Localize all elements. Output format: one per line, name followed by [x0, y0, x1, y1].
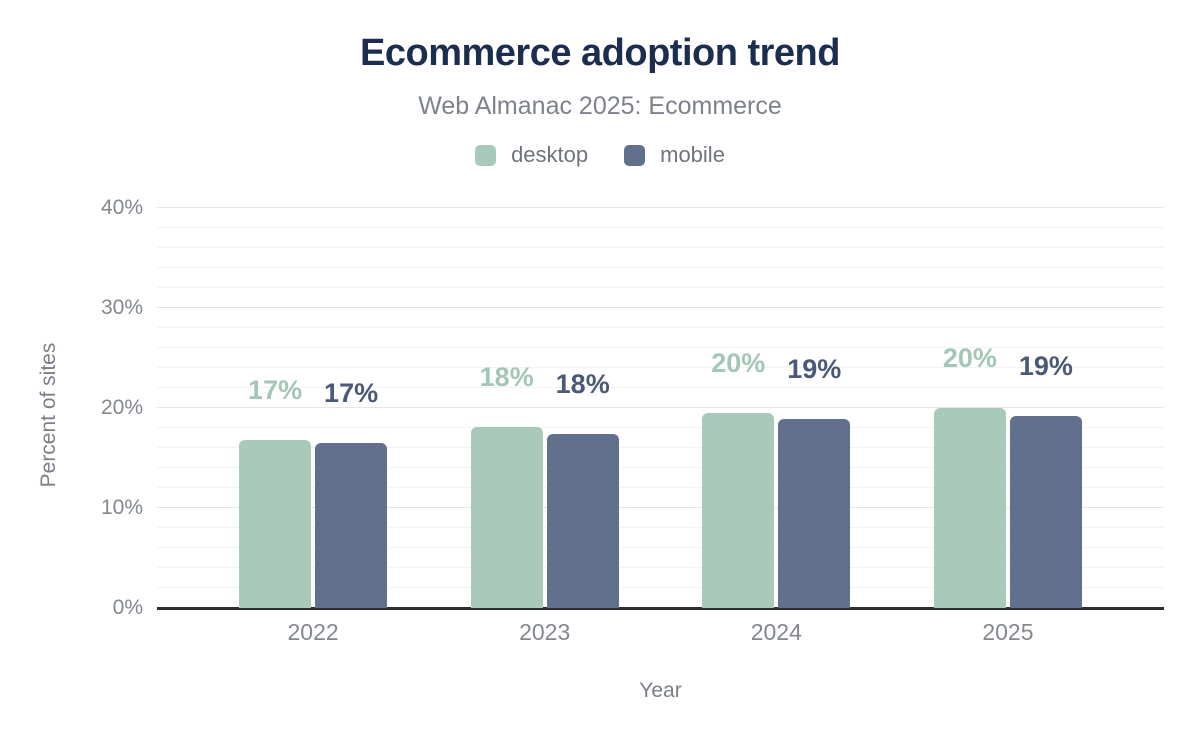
legend-label-desktop: desktop: [511, 142, 589, 167]
bar-mobile-2025[interactable]: [1009, 416, 1082, 608]
minor-gridline: [157, 487, 1164, 488]
minor-gridline: [157, 387, 1164, 388]
x-axis-tick-label-2025: 2025: [982, 619, 1034, 645]
bar-value-label-desktop-2023: 18%: [479, 362, 534, 392]
minor-gridline: [157, 427, 1164, 428]
x-axis-tick-label-2023: 2023: [519, 619, 571, 645]
bar-value-label-desktop-2024: 20%: [711, 348, 766, 378]
legend-item-mobile[interactable]: mobile: [624, 142, 725, 168]
bar-value-label-mobile-2022: 17%: [324, 378, 379, 408]
bar-mobile-2024[interactable]: [778, 419, 851, 608]
minor-gridline: [157, 567, 1164, 568]
bar-mobile-2023[interactable]: [546, 434, 619, 608]
legend: desktop mobile: [0, 142, 1200, 168]
major-gridline: [157, 307, 1164, 308]
y-axis-tick-label: 30%: [100, 296, 143, 319]
minor-gridline: [157, 367, 1164, 368]
minor-gridline: [157, 447, 1164, 448]
minor-gridline: [157, 347, 1164, 348]
minor-gridline: [157, 247, 1164, 248]
bar-value-label-desktop-2025: 20%: [942, 343, 997, 373]
y-axis-tick-label: 0%: [112, 596, 143, 619]
bar-desktop-2023[interactable]: [470, 427, 543, 608]
minor-gridline: [157, 547, 1164, 548]
bar-value-label-mobile-2024: 19%: [787, 354, 842, 384]
bar-value-label-mobile-2023: 18%: [555, 369, 610, 399]
bar-desktop-2025[interactable]: [933, 408, 1006, 608]
minor-gridline: [157, 587, 1164, 588]
mobile-series-swatch-icon: [624, 144, 646, 166]
desktop-series-swatch-icon: [475, 144, 497, 166]
plot-area: 17% 17% 18% 18% 20% 19% 20% 19%: [157, 196, 1164, 610]
bar-value-label-mobile-2025: 19%: [1018, 351, 1073, 381]
x-axis-tick-label-2024: 2024: [750, 619, 802, 645]
bar-desktop-2022[interactable]: [239, 440, 312, 608]
minor-gridline: [157, 287, 1164, 288]
bar-value-label-desktop-2022: 17%: [248, 375, 303, 405]
bar-desktop-2024[interactable]: [702, 413, 775, 608]
x-axis-line: [157, 607, 1164, 610]
minor-gridline: [157, 467, 1164, 468]
y-axis-tick-label: 20%: [100, 396, 143, 419]
x-axis-tick-label-2022: 2022: [287, 619, 339, 645]
legend-label-mobile: mobile: [660, 142, 725, 167]
minor-gridline: [157, 327, 1164, 328]
legend-item-desktop[interactable]: desktop: [475, 142, 588, 168]
major-gridline: [157, 407, 1164, 408]
minor-gridline: [157, 527, 1164, 528]
chart-subtitle: Web Almanac 2025: Ecommerce: [418, 92, 782, 120]
major-gridline: [157, 507, 1164, 508]
y-axis-tick-label: 10%: [100, 496, 143, 519]
chart-title: Ecommerce adoption trend: [360, 32, 840, 74]
minor-gridline: [157, 267, 1164, 268]
y-axis-tick-label: 40%: [100, 196, 143, 219]
x-axis-title: Year: [639, 679, 682, 702]
minor-gridline: [157, 227, 1164, 228]
bar-mobile-2022[interactable]: [315, 443, 388, 608]
major-gridline: [157, 207, 1164, 208]
